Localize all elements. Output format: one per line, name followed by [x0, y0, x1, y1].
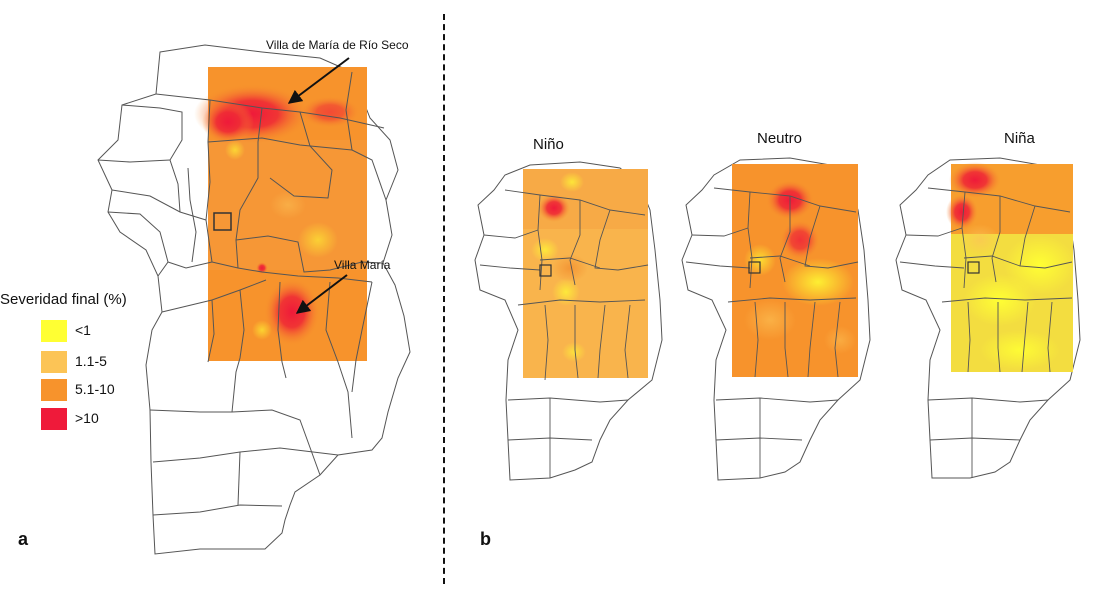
panel-letter-a: a — [18, 529, 29, 549]
callout-arrow-villa-maria — [295, 274, 348, 314]
legend-swatch — [41, 320, 67, 342]
legend-label: <1 — [75, 322, 91, 338]
legend-swatch — [41, 379, 67, 401]
panel-letter-b: b — [480, 529, 491, 549]
callout-villa-de-maria-de-rio-seco: Villa de María de Río Seco — [266, 38, 409, 52]
callout-villa-maria: Villa María — [334, 258, 391, 272]
legend-item-5-10: 5.1-10 — [41, 379, 171, 401]
callout-arrow-villa-de-maria — [287, 57, 350, 104]
panel-divider — [443, 14, 445, 584]
map-title-nino: Niño — [533, 136, 564, 153]
legend-label: >10 — [75, 410, 99, 426]
map-title-neutro: Neutro — [757, 130, 803, 147]
legend-label: 5.1-10 — [75, 381, 115, 397]
legend-item-1-5: 1.1-5 — [41, 351, 171, 373]
legend-swatch — [41, 351, 67, 373]
legend-label: 1.1-5 — [75, 353, 107, 369]
legend-title: Severidad final (%) — [0, 291, 127, 308]
province-map-large — [97, 44, 411, 555]
map-title-nina: Niña — [1004, 130, 1035, 147]
province-map-nino — [474, 161, 663, 481]
legend-item-gt10: >10 — [41, 408, 171, 430]
legend-item-lt1: <1 — [41, 320, 171, 342]
province-map-nina — [895, 157, 1081, 479]
legend-swatch — [41, 408, 67, 430]
province-map-neutro — [681, 157, 871, 481]
